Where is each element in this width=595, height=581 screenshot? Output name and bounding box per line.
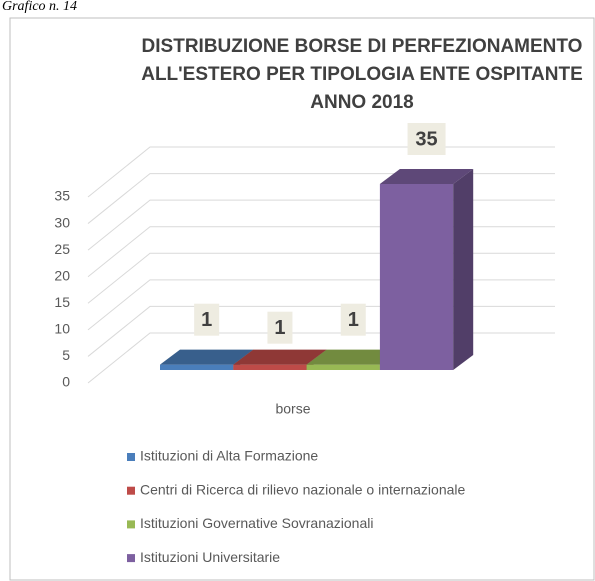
data-label: 1	[201, 309, 212, 331]
chart-frame	[9, 17, 595, 581]
bar-front	[160, 364, 234, 370]
caption: Grafico n. 14	[2, 0, 77, 14]
legend-swatch	[127, 554, 135, 563]
data-label: 1	[274, 317, 285, 339]
legend-label: Istituzioni Universitarie	[140, 549, 280, 565]
legend-label: Istituzioni di Alta Formazione	[140, 448, 318, 464]
data-label-box	[267, 311, 293, 344]
data-label: 35	[415, 128, 437, 150]
y-tick-label: 25	[54, 241, 70, 257]
x-tick-label: borse	[275, 401, 310, 417]
bar	[379, 169, 474, 370]
legend-swatch	[127, 486, 135, 495]
bar-side	[453, 169, 474, 370]
legend-swatch	[127, 453, 135, 461]
y-tick-label: 35	[54, 188, 70, 204]
y-tick-label: 10	[54, 321, 70, 337]
legend-swatch	[127, 520, 135, 529]
data-label: 1	[348, 309, 359, 331]
y-tick-label: 20	[54, 267, 70, 283]
legend-label: Centri di Ricerca di rilievo nazionale o…	[140, 481, 465, 497]
bar-top	[160, 349, 254, 365]
data-label-box	[340, 303, 366, 336]
y-tick-label: 0	[62, 374, 70, 390]
data-label-box	[194, 303, 220, 336]
bar-top	[379, 169, 474, 184]
y-tick-label: 15	[54, 294, 70, 310]
bar-top	[233, 349, 327, 365]
chart-title: ANNO 2018	[310, 92, 414, 113]
chart-title: DISTRIBUZIONE BORSE DI PERFEZIONAMENTO	[142, 36, 583, 57]
y-tick-label: 5	[62, 347, 70, 363]
bar-front	[306, 364, 380, 370]
data-label-box	[407, 123, 446, 155]
chart-title: ALL'ESTERO PER TIPOLOGIA ENTE OSPITANTE	[141, 64, 583, 85]
bar-front	[379, 184, 454, 370]
bar-top	[306, 349, 400, 365]
bar-front	[233, 364, 307, 370]
legend-label: Istituzioni Governative Sovranazionali	[140, 515, 373, 531]
y-tick-label: 30	[54, 214, 70, 230]
